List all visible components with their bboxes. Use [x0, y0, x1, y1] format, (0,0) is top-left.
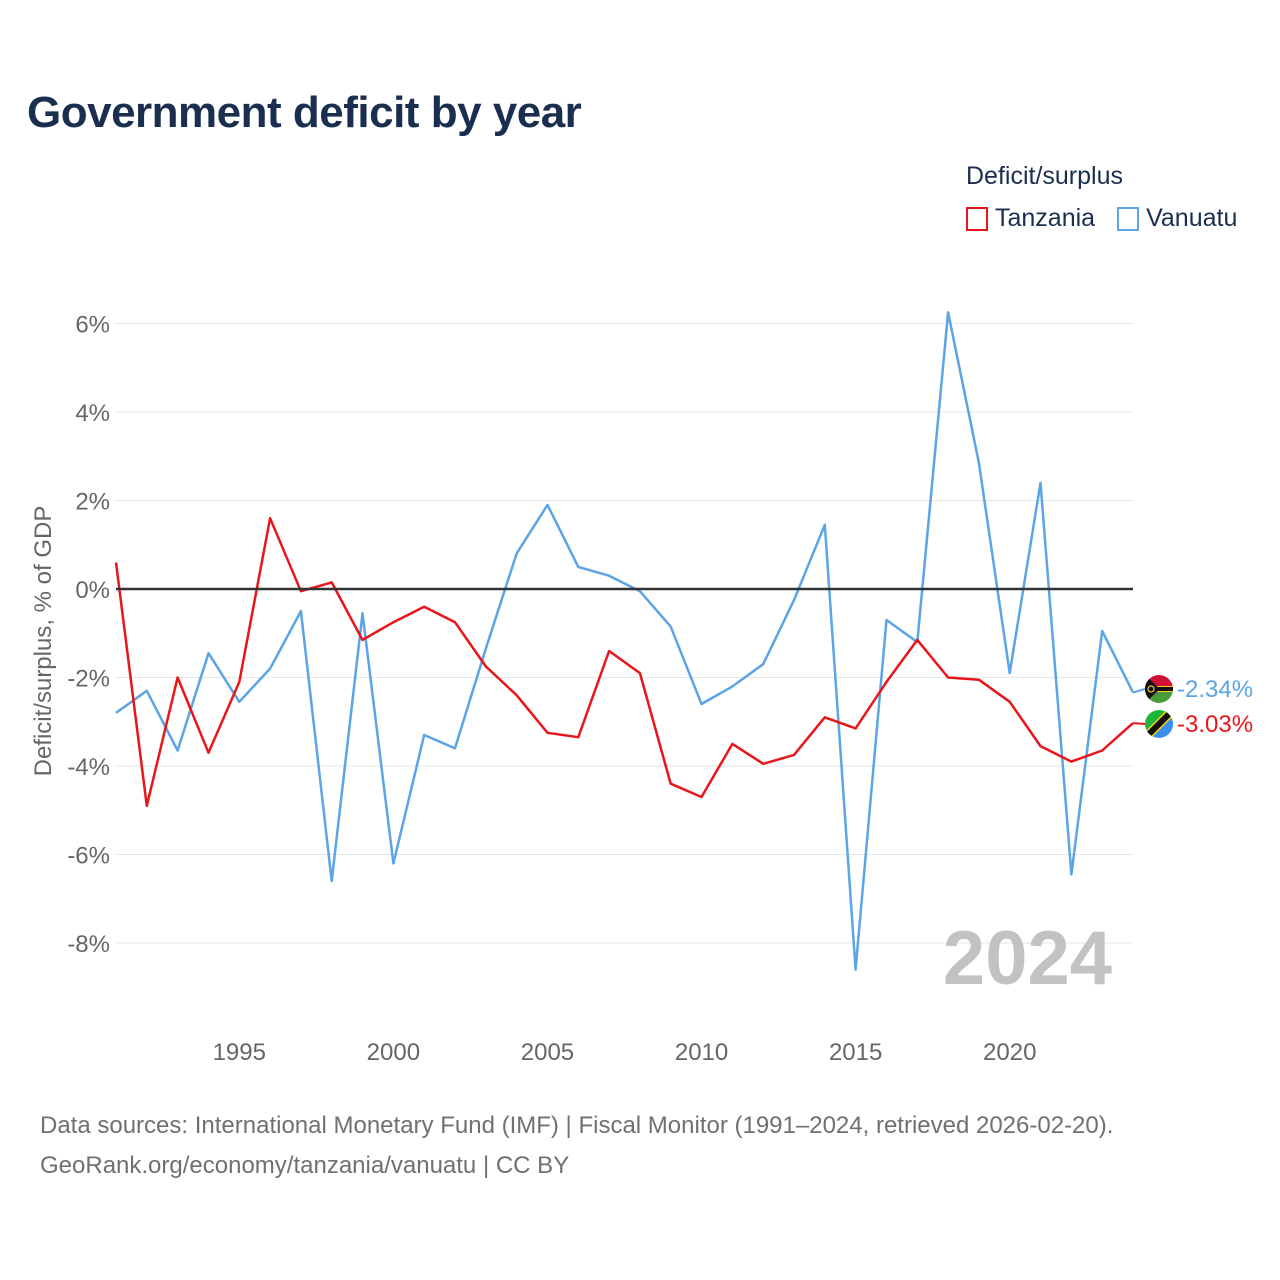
- legend-label-tanzania: Tanzania: [995, 204, 1096, 232]
- y-tick-label: 6%: [75, 312, 110, 339]
- year-watermark: 2024: [943, 916, 1112, 1001]
- line-chart: 6% 4% 2% 0% -2% -4% -6% -8% Deficit/surplus, % o…: [30, 311, 1253, 1066]
- legend-title: Deficit/surplus: [966, 162, 1123, 190]
- flag-vanuatu-icon: [1145, 675, 1173, 703]
- legend-swatch-tanzania: [966, 206, 988, 231]
- legend-label-vanuatu: Vanuatu: [1146, 204, 1238, 232]
- legend-item-tanzania[interactable]: Tanzania: [966, 204, 1095, 233]
- x-tick-label: 2015: [829, 1039, 882, 1066]
- x-tick-label: 1995: [213, 1039, 266, 1066]
- chart-title: Government deficit by year: [27, 88, 582, 137]
- series-line-vanuatu: [115, 311, 1135, 971]
- x-tick-label: 2000: [367, 1039, 420, 1066]
- y-tick-label: -6%: [67, 843, 110, 870]
- x-tick-label: 2020: [983, 1039, 1036, 1066]
- x-tick-label: 2005: [521, 1039, 574, 1066]
- leader-tanzania: [1132, 722, 1146, 725]
- legend-swatch-vanuatu: [1117, 206, 1140, 231]
- attribution-text[interactable]: GeoRank.org/economy/tanzania/vanuatu | C…: [40, 1152, 570, 1179]
- y-tick-label: 0%: [75, 577, 110, 604]
- y-tick-label: -2%: [67, 666, 110, 693]
- series-line-tanzania: [114, 516, 1134, 808]
- end-label-vanuatu: -2.34%: [1177, 676, 1253, 703]
- y-axis-title: Deficit/surplus, % of GDP: [30, 506, 57, 777]
- leader-vanuatu: [1132, 688, 1146, 694]
- y-tick-label: 2%: [75, 489, 110, 516]
- data-source-text: Data sources: International Monetary Fun…: [40, 1112, 1114, 1139]
- legend-item-vanuatu[interactable]: Vanuatu: [1117, 204, 1237, 233]
- y-tick-label: -4%: [67, 754, 110, 781]
- y-tick-label: -8%: [67, 931, 110, 958]
- end-label-tanzania: -3.03%: [1177, 711, 1253, 738]
- y-tick-label: 4%: [75, 400, 110, 427]
- footer: Data sources: International Monetary Fun…: [40, 1106, 1113, 1186]
- flag-tanzania-icon: [1145, 710, 1173, 738]
- x-tick-label: 2010: [675, 1039, 728, 1066]
- legend: Tanzania Vanuatu: [966, 204, 1237, 233]
